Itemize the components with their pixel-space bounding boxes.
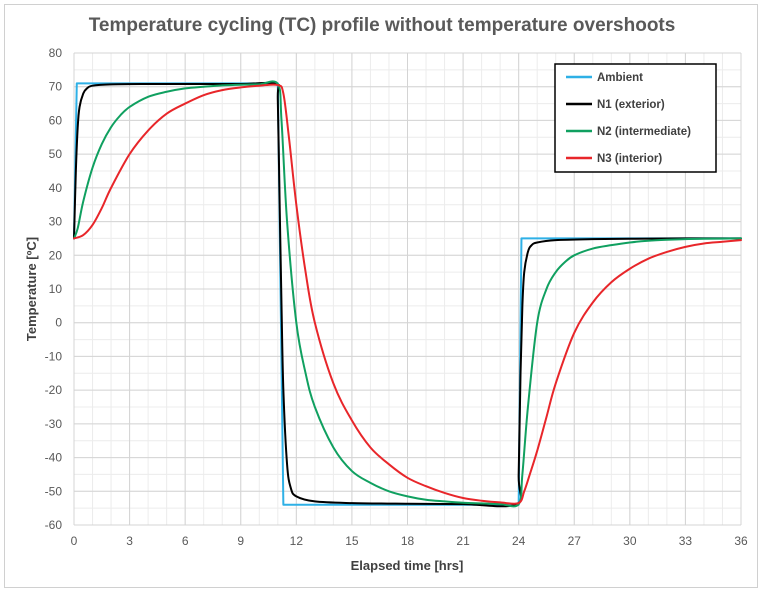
y-tick-label: -20	[45, 383, 63, 397]
x-tick-label: 0	[71, 534, 78, 548]
y-axis-label: Temperature [ºC]	[24, 237, 39, 341]
legend-label-n2-intermediate: N2 (intermediate)	[597, 126, 691, 138]
y-tick-label: 10	[49, 282, 63, 296]
x-tick-label: 9	[237, 534, 244, 548]
y-tick-label: 40	[49, 181, 63, 195]
x-tick-label: 18	[401, 534, 415, 548]
x-tick-label: 15	[345, 534, 359, 548]
x-tick-label: 3	[126, 534, 133, 548]
y-tick-label: 30	[49, 215, 63, 229]
y-tick-labels: -60 -50 -40 -30 -20 -10 0 10 20 30 40 50 60 70 80	[45, 46, 63, 532]
y-tick-label: 70	[49, 80, 63, 94]
legend-items: Ambient N1 (exterior) N2 (intermediate) N3 …	[566, 72, 691, 165]
legend-label-n3-interior: N3 (interior)	[597, 153, 662, 165]
y-tick-label: 20	[49, 248, 63, 262]
legend-box	[554, 63, 717, 173]
y-tick-label: -30	[45, 417, 63, 431]
legend: Ambient N1 (exterior) N2 (intermediate) N3 …	[554, 63, 717, 173]
series-lines	[73, 80, 742, 508]
series-line-n3-interior	[73, 83, 742, 505]
major-gridlines	[73, 52, 742, 526]
y-tick-label: 60	[49, 113, 63, 127]
y-tick-label: -60	[45, 518, 63, 532]
y-tick-label: -50	[45, 484, 63, 498]
series-line-n1-exterior	[73, 81, 742, 508]
legend-label-ambient: Ambient	[597, 72, 643, 84]
legend-label-n1-exterior: N1 (exterior)	[597, 99, 665, 111]
x-tick-label: 33	[679, 534, 693, 548]
series-line-n2-intermediate	[73, 80, 742, 508]
x-tick-label: 21	[456, 534, 470, 548]
x-tick-label: 30	[623, 534, 637, 548]
x-tick-label: 27	[568, 534, 582, 548]
x-tick-label: 36	[734, 534, 748, 548]
x-axis-label: Elapsed time [hrs]	[351, 558, 464, 573]
y-tick-label: 50	[49, 147, 63, 161]
y-tick-label: 0	[55, 316, 62, 330]
chart-title: Temperature cycling (TC) profile without…	[89, 15, 676, 36]
series-line-ambient	[73, 82, 742, 506]
y-tick-label: -40	[45, 451, 63, 465]
x-tick-label: 6	[182, 534, 189, 548]
y-tick-label: -10	[45, 349, 63, 363]
y-tick-label: 80	[49, 46, 63, 60]
x-tick-label: 24	[512, 534, 526, 548]
x-tick-labels: 0 3 6 9 12 15 18 21 24 27 30 33 36	[71, 534, 748, 548]
x-tick-label: 12	[290, 534, 304, 548]
